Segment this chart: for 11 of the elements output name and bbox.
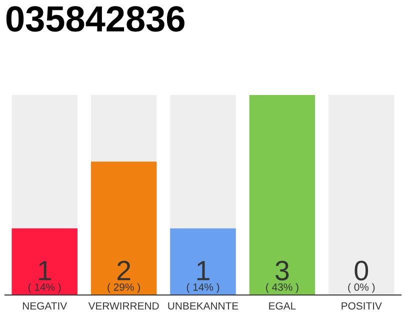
data-label: 1 ( 14% ) xyxy=(186,261,220,293)
data-label: 1 ( 14% ) xyxy=(28,261,61,293)
x-tick-label: VERWIRREND xyxy=(88,302,159,310)
data-label: 0 ( 0% ) xyxy=(348,260,375,293)
x-tick-label: NEGATIV xyxy=(22,302,68,310)
data-label: 2 ( 29% ) xyxy=(108,260,140,293)
x-tick-label: UNBEKANNTE xyxy=(168,302,238,310)
x-tick-label: POSITIV xyxy=(342,302,382,310)
chart-title: 035842836 xyxy=(6,6,184,32)
data-label: 3 ( 43% ) xyxy=(266,260,298,293)
x-tick-label: EGAL xyxy=(269,302,296,310)
